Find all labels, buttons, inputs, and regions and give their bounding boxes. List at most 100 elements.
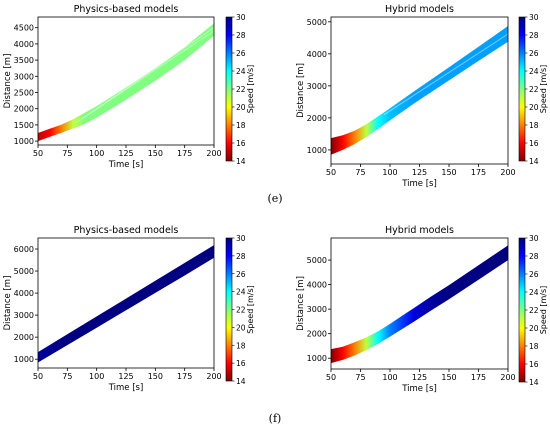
colorbar-tick-label: 28 [236, 31, 246, 40]
chart-panel-2: 50 75 100 125 150 175 200 1000 2000 3000 4000 5000 H… [296, 4, 548, 189]
y-axis-label: Distance [m] [3, 276, 13, 331]
colorbar-tick-label: 24 [529, 67, 539, 76]
colorbar-label: Speed [m/s] [539, 286, 548, 335]
colorbar-tick-label: 14 [529, 157, 539, 166]
panel-label-f: (f) [268, 412, 282, 425]
colorbar-tick-label: 16 [529, 360, 539, 369]
y-tick-label: 4500 [14, 24, 34, 33]
chart-title: Physics-based models [74, 4, 179, 15]
x-tick-label: 125 [118, 372, 133, 381]
colorbar-tick-label: 16 [236, 139, 246, 148]
colorbar-tick-label: 24 [236, 288, 246, 297]
colorbar-tick-label: 18 [529, 342, 539, 351]
colorbar-tick-label: 30 [236, 13, 246, 22]
colorbar-tick-label: 24 [236, 67, 246, 76]
colorbar-label: Speed [m/s] [246, 65, 255, 114]
x-tick-label: 200 [206, 149, 221, 158]
y-tick-label: 4000 [307, 281, 327, 290]
chart-title: Hybrid models [385, 4, 454, 15]
colorbar-tick-label: 26 [236, 270, 246, 279]
colorbar-tick-label: 16 [529, 139, 539, 148]
x-tick-label: 200 [500, 168, 515, 177]
colorbar-tick-label: 22 [236, 85, 246, 94]
x-tick-label: 175 [471, 373, 486, 382]
colorbar-tick-label: 20 [529, 324, 539, 333]
colorbar-tick-label: 22 [529, 85, 539, 94]
x-tick-label: 125 [412, 373, 427, 382]
colorbar: 14 16 18 20 22 24 26 28 30 Speed [m/s] [518, 13, 548, 166]
colorbar-tick-label: 28 [236, 252, 246, 261]
y-tick-label: 3000 [14, 72, 34, 81]
colorbar-gradient [518, 16, 526, 162]
y-axis-label: Distance [m] [296, 63, 306, 118]
trajectory-line-2 [82, 27, 214, 119]
colorbar-label: Speed [m/s] [246, 285, 255, 334]
y-tick-label: 3000 [14, 311, 34, 320]
colorbar-tick-label: 14 [236, 157, 246, 166]
panel-label-e: (e) [267, 192, 283, 205]
x-tick-label: 50 [326, 373, 336, 382]
colorbar-tick-label: 30 [236, 234, 246, 243]
x-axis-label: Time [s] [108, 160, 144, 170]
x-tick-label: 75 [355, 168, 365, 177]
y-tick-label: 5000 [307, 256, 327, 265]
colorbar-tick-label: 26 [529, 49, 539, 58]
colorbar: 14 16 18 20 22 24 26 28 30 Speed [m/s] [225, 13, 255, 166]
colorbar-tick-label: 26 [236, 49, 246, 58]
colorbar-tick-label: 20 [236, 103, 246, 112]
colorbar-tick-label: 26 [529, 270, 539, 279]
x-tick-label: 175 [177, 372, 192, 381]
y-tick-label: 1000 [14, 137, 34, 146]
x-tick-label: 150 [441, 168, 456, 177]
y-tick-label: 4000 [307, 50, 327, 59]
colorbar-tick-label: 20 [529, 103, 539, 112]
chart-title: Physics-based models [74, 225, 179, 236]
y-tick-label: 5000 [307, 18, 327, 27]
y-tick-label: 2000 [14, 105, 34, 114]
y-tick-label: 1000 [14, 355, 34, 364]
colorbar-gradient [225, 237, 233, 382]
colorbar-tick-label: 22 [529, 306, 539, 315]
y-tick-label: 4000 [14, 289, 34, 298]
x-tick-label: 125 [118, 149, 133, 158]
y-tick-label: 3000 [307, 82, 327, 91]
x-axis-label: Time [s] [401, 179, 437, 189]
trajectory-band [331, 245, 508, 364]
x-tick-label: 100 [382, 373, 397, 382]
colorbar-tick-label: 18 [236, 121, 246, 130]
x-tick-label: 200 [206, 372, 221, 381]
x-axis-label: Time [s] [108, 383, 144, 393]
x-tick-label: 75 [62, 149, 72, 158]
colorbar-gradient [518, 237, 526, 383]
colorbar: 14 16 18 20 22 24 26 28 30 Speed [m/s] [225, 234, 255, 386]
x-tick-label: 175 [471, 168, 486, 177]
x-tick-label: 100 [89, 372, 104, 381]
y-tick-label: 2000 [307, 114, 327, 123]
x-tick-label: 50 [33, 149, 43, 158]
chart-panel-1: 50 75 100 125 150 175 200 1000 1500 2000 2500 3000 3… [3, 4, 255, 170]
chart-title: Hybrid models [385, 225, 454, 236]
y-tick-label: 1000 [307, 146, 327, 155]
colorbar-tick-label: 22 [236, 306, 246, 315]
trajectory-band [38, 245, 214, 363]
x-tick-label: 75 [355, 373, 365, 382]
y-tick-label: 1000 [307, 354, 327, 363]
colorbar-gradient [225, 16, 233, 162]
y-tick-label: 2000 [14, 333, 34, 342]
y-tick-label: 3000 [307, 305, 327, 314]
colorbar-tick-label: 20 [236, 323, 246, 332]
y-tick-label: 1500 [14, 121, 34, 130]
x-tick-label: 175 [177, 149, 192, 158]
trajectory-band [331, 26, 508, 155]
x-tick-label: 75 [62, 372, 72, 381]
y-tick-label: 2000 [307, 330, 327, 339]
x-tick-label: 125 [412, 168, 427, 177]
colorbar-tick-label: 28 [529, 252, 539, 261]
trajectory-line-1 [383, 33, 508, 116]
x-tick-label: 100 [89, 149, 104, 158]
trajectory-line-1 [75, 30, 214, 124]
chart-panel-4: 50 75 100 125 150 175 200 1000 2000 3000 4000 5000 H… [296, 225, 548, 394]
colorbar-label: Speed [m/s] [539, 65, 548, 114]
x-tick-label: 150 [441, 373, 456, 382]
